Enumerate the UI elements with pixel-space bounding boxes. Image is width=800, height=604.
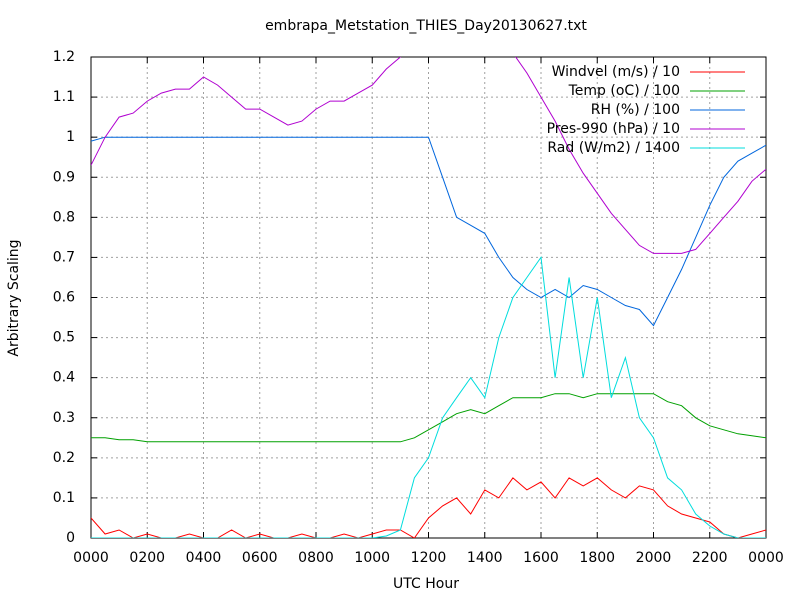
x-axis-label: UTC Hour xyxy=(393,576,459,592)
y-tick-label: 0.5 xyxy=(53,330,75,346)
y-tick-label: 0.8 xyxy=(53,209,75,225)
x-tick-label: 0800 xyxy=(298,550,334,566)
series-line xyxy=(91,136,766,327)
x-tick-label: 0400 xyxy=(186,550,222,566)
y-tick-label: 0.6 xyxy=(53,290,75,306)
y-tick-label: 1.2 xyxy=(53,49,75,65)
y-tick-label: 0.4 xyxy=(53,370,75,386)
x-tick-label: 0200 xyxy=(129,550,165,566)
chart-title: embrapa_Metstation_THIES_Day20130627.txt xyxy=(265,18,587,34)
legend-label: RH (%) / 100 xyxy=(591,102,680,118)
x-tick-label: 1400 xyxy=(467,550,503,566)
series-line xyxy=(91,256,766,538)
y-tick-label: 1.1 xyxy=(53,89,75,105)
y-tick-label: 0.2 xyxy=(53,450,75,466)
x-tick-label: 1800 xyxy=(579,550,615,566)
x-tick-label: 0000 xyxy=(73,550,109,566)
y-tick-label: 0.7 xyxy=(53,249,75,265)
x-tick-label: 1200 xyxy=(411,550,447,566)
x-tick-label: 0600 xyxy=(242,550,278,566)
series-line xyxy=(91,477,766,538)
x-tick-label: 2200 xyxy=(692,550,728,566)
plot-border xyxy=(90,56,767,539)
x-tick-label: 1600 xyxy=(523,550,559,566)
series-line xyxy=(91,393,766,443)
legend-label: Rad (W/m2) / 1400 xyxy=(547,140,680,156)
y-tick-label: 0.1 xyxy=(53,490,75,506)
y-tick-label: 0 xyxy=(66,530,75,546)
y-axis-label: Arbitrary Scaling xyxy=(6,239,22,356)
plot-area xyxy=(91,57,766,538)
y-tick-label: 1 xyxy=(66,129,75,145)
x-tick-label: 2000 xyxy=(636,550,672,566)
legend-label: Pres-990 (hPa) / 10 xyxy=(547,121,680,137)
legend-label: Windvel (m/s) / 10 xyxy=(552,64,680,80)
y-tick-label: 0.9 xyxy=(53,169,75,185)
x-tick-label: 1000 xyxy=(354,550,390,566)
y-tick-label: 0.3 xyxy=(53,410,75,426)
x-tick-label: 0000 xyxy=(748,550,784,566)
legend-label: Temp (oC) / 100 xyxy=(568,83,680,99)
series-line xyxy=(91,57,766,254)
